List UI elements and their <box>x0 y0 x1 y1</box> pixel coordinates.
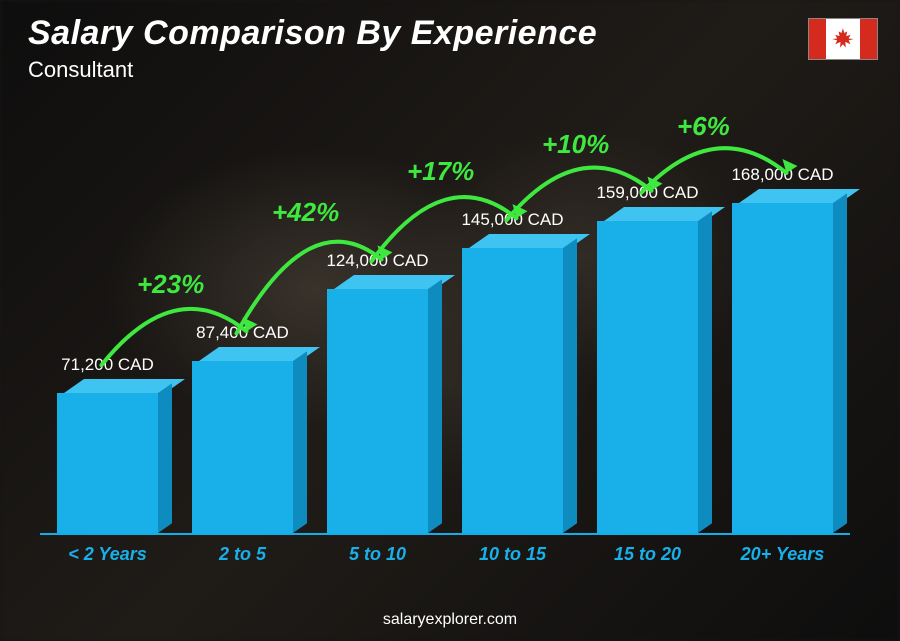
bar-front-face <box>57 393 158 533</box>
chart-area: 71,200 CAD< 2 Years87,400 CAD2 to 5124,0… <box>40 120 850 571</box>
chart-column: 168,000 CAD20+ Years <box>718 120 848 571</box>
canada-flag-icon <box>808 18 878 60</box>
x-axis-label: < 2 Years <box>43 544 173 565</box>
maple-leaf-icon <box>831 25 855 53</box>
chart-column: 159,000 CAD15 to 20 <box>583 120 713 571</box>
bar-front-face <box>462 248 563 533</box>
flag-white-center <box>826 19 860 59</box>
page-title: Salary Comparison By Experience <box>28 14 597 53</box>
chart-container: Salary Comparison By Experience Consulta… <box>0 0 900 641</box>
growth-pct-label: +10% <box>542 129 609 160</box>
bar-side-face <box>158 383 172 533</box>
value-label: 124,000 CAD <box>287 251 468 271</box>
x-axis-label: 5 to 10 <box>313 544 443 565</box>
chart-column: 71,200 CAD< 2 Years <box>43 120 173 571</box>
bar-side-face <box>428 280 442 533</box>
bar-side-face <box>563 238 577 533</box>
bar <box>597 207 698 533</box>
chart-column: 124,000 CAD5 to 10 <box>313 120 443 571</box>
page-subtitle: Consultant <box>28 57 597 83</box>
bar-side-face <box>698 211 712 533</box>
growth-pct-label: +6% <box>677 111 730 142</box>
value-label: 159,000 CAD <box>557 183 738 203</box>
bar-front-face <box>597 221 698 533</box>
x-axis-label: 20+ Years <box>718 544 848 565</box>
footer-credit: salaryexplorer.com <box>0 611 900 629</box>
growth-pct-label: +42% <box>272 197 339 228</box>
value-label: 71,200 CAD <box>17 355 198 375</box>
x-axis-label: 2 to 5 <box>178 544 308 565</box>
bar <box>192 347 293 533</box>
value-label: 87,400 CAD <box>152 323 333 343</box>
bar-front-face <box>327 289 428 533</box>
x-axis-label: 10 to 15 <box>448 544 578 565</box>
bar-front-face <box>732 203 833 533</box>
bar-side-face <box>833 193 847 533</box>
growth-pct-label: +23% <box>137 269 204 300</box>
bar-front-face <box>192 361 293 533</box>
growth-pct-label: +17% <box>407 156 474 187</box>
value-label: 168,000 CAD <box>692 165 873 185</box>
bar <box>462 234 563 533</box>
flag-red-right <box>860 19 877 59</box>
bar <box>57 379 158 533</box>
x-axis-label: 15 to 20 <box>583 544 713 565</box>
bar-side-face <box>293 352 307 533</box>
bar <box>732 189 833 533</box>
chart-column: 87,400 CAD2 to 5 <box>178 120 308 571</box>
flag-red-left <box>809 19 826 59</box>
bar <box>327 275 428 533</box>
value-label: 145,000 CAD <box>422 210 603 230</box>
header: Salary Comparison By Experience Consulta… <box>28 14 597 83</box>
